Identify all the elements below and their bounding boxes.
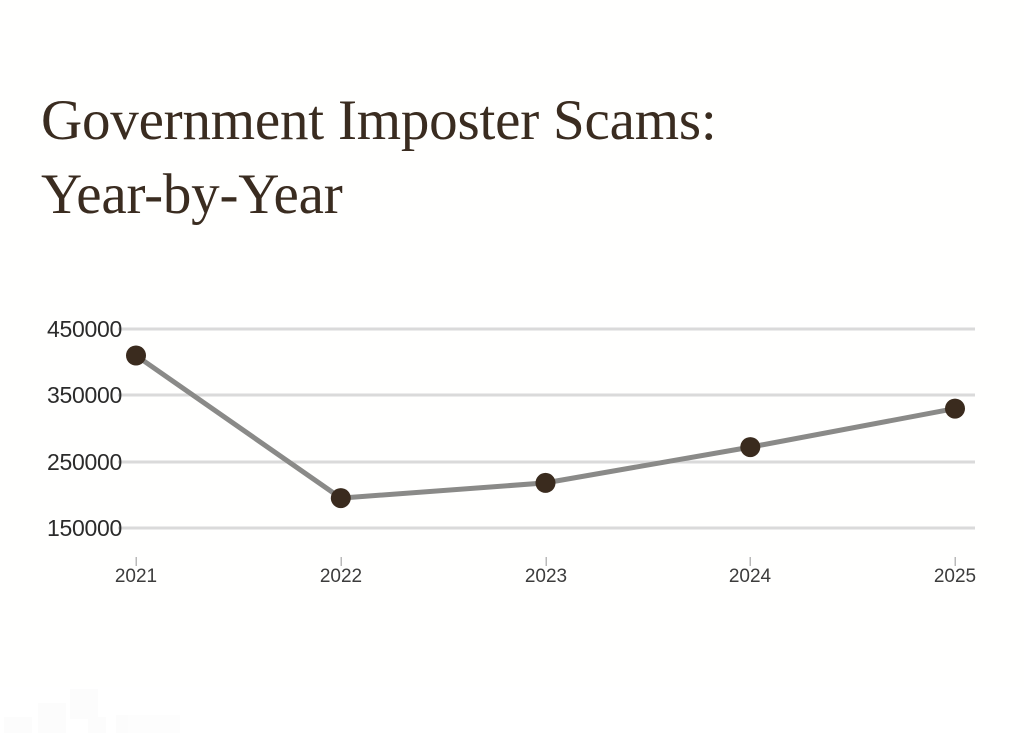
series-markers	[126, 345, 965, 509]
data-point-2025[interactable]	[945, 398, 965, 419]
x-tick-label-0: 2021	[115, 566, 157, 587]
y-tick-label-0: 450000	[47, 316, 122, 342]
gridlines	[118, 327, 975, 530]
x-tick-label-3: 2024	[729, 566, 772, 587]
x-axis-labels: 2021 2022 2023 2024 2025	[115, 566, 976, 587]
data-point-2023[interactable]	[535, 472, 556, 493]
page-title: Government Imposter Scams: Year-by-Year	[41, 84, 971, 232]
data-point-2021[interactable]	[126, 345, 146, 366]
x-tick-label-2: 2023	[525, 566, 567, 587]
data-point-2024[interactable]	[740, 437, 761, 458]
chart-canvas: 450000 350000 250000 150000 2021 2022 20…	[47, 316, 976, 587]
data-point-2022[interactable]	[330, 488, 351, 509]
x-tick-label-4: 2025	[934, 566, 976, 587]
line-chart: 450000 350000 250000 150000 2021 2022 20…	[47, 316, 976, 587]
y-tick-label-3: 150000	[47, 515, 122, 541]
x-tick-label-1: 2022	[320, 566, 362, 587]
y-axis-labels: 450000 350000 250000 150000	[47, 316, 122, 541]
page-title-line-1: Government Imposter Scams:	[41, 89, 717, 152]
y-tick-label-2: 250000	[47, 449, 122, 475]
page-title-line-2: Year-by-Year	[41, 163, 343, 226]
y-tick-label-1: 350000	[47, 382, 122, 408]
chart-page: Government Imposter Scams: Year-by-Year …	[41, 84, 977, 587]
x-axis-ticks	[135, 557, 956, 566]
